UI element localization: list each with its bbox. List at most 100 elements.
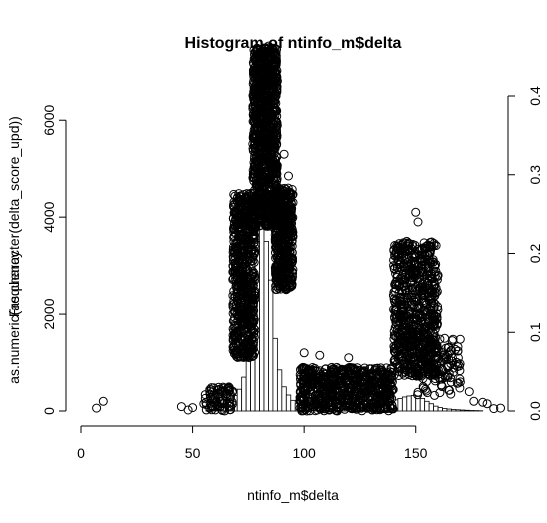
- scatter-point-3895: [225, 405, 235, 415]
- scatter-point-658: [230, 263, 240, 273]
- scatter-point-3919: [449, 367, 459, 377]
- scatter-point-2874: [305, 366, 315, 376]
- scatter-point-1641: [253, 147, 263, 156]
- scatter-point-667: [237, 306, 247, 316]
- scatter-point-3916: [433, 270, 443, 280]
- scatter-point-2223: [275, 186, 285, 196]
- scatter-point-3790: [436, 363, 446, 373]
- scatter-point-3885: [228, 386, 238, 396]
- scatter-point-1668: [266, 179, 276, 189]
- scatter-point-1592: [249, 54, 259, 64]
- scatter-point-3888: [218, 396, 228, 406]
- scatter-point-2890: [315, 382, 325, 392]
- scatter-point-3629: [397, 313, 407, 323]
- scatter-point-2241: [284, 276, 294, 286]
- scatter-point-2931: [303, 397, 313, 407]
- y-tick-label-2: 4000: [41, 201, 57, 232]
- scatter-point-2212: [271, 261, 281, 271]
- scatter-point-2898: [339, 383, 349, 392]
- scatter-point-3923: [478, 397, 488, 407]
- histogram-bar-49: [424, 400, 430, 412]
- scatter-point-696: [243, 243, 253, 253]
- scatter-point-3913: [411, 207, 421, 217]
- scatter-point-3661: [422, 278, 432, 288]
- histogram-bar-7: [236, 388, 243, 412]
- scatter-point-3899: [210, 393, 220, 403]
- scatter-point-3918: [444, 348, 454, 358]
- scatter-point-2928: [339, 374, 349, 384]
- scatter-point-3521: [429, 277, 439, 287]
- scatter-point-2838: [295, 387, 305, 397]
- y2-tick-label-1: 0.1: [527, 322, 543, 342]
- scatter-point-3695: [396, 306, 406, 316]
- scatter-point-3689: [430, 315, 440, 325]
- scatter-point-2948: [388, 404, 397, 414]
- scatter-point-3927: [264, 41, 273, 51]
- scatter-point-2945: [298, 378, 308, 388]
- scatter-point-2248: [282, 188, 292, 198]
- scatter-point-2053: [287, 248, 297, 258]
- scatter-point-1783: [270, 44, 280, 54]
- scatter-point-3887: [209, 390, 218, 400]
- scatter-point-3348: [431, 241, 441, 251]
- scatter-point-2857: [381, 403, 391, 413]
- scatter-point-2935: [326, 363, 336, 373]
- scatter-point-2940: [320, 401, 330, 410]
- scatter-point-3436: [394, 279, 404, 289]
- scatter-point-3803: [434, 354, 444, 364]
- scatter-point-1786: [256, 124, 266, 134]
- scatter-point-697: [239, 277, 249, 287]
- scatter-point-3795: [419, 352, 429, 362]
- scatter-point-639: [232, 273, 242, 283]
- scatter-point-3347: [391, 247, 401, 257]
- scatter-point-1666: [271, 67, 281, 77]
- scatter-point-3583: [397, 239, 407, 249]
- scatter-point-3645: [398, 342, 408, 352]
- scatter-point-644: [234, 225, 244, 235]
- scatter-point-565: [230, 307, 240, 317]
- scatter-point-601: [248, 311, 258, 321]
- scatter-point-3633: [400, 333, 410, 343]
- scatter-point-3743: [453, 342, 463, 352]
- scatter-point-3692: [407, 285, 417, 295]
- scatter-point-1669: [252, 92, 262, 102]
- scatter-point-665: [237, 258, 247, 268]
- scatter-point-3634: [427, 294, 437, 304]
- scatter-point-698: [235, 203, 245, 213]
- scatter-point-3671: [391, 341, 401, 350]
- scatter-point-3774: [449, 363, 459, 373]
- scatter-point-683: [247, 293, 257, 302]
- scatter-point-3914: [413, 217, 423, 227]
- scatter-point-3818: [437, 364, 447, 374]
- scatter-point-1797: [254, 125, 264, 135]
- scatter-point-3905: [214, 384, 224, 394]
- scatter-point-2941: [378, 403, 387, 413]
- scatter-point-672: [230, 215, 240, 225]
- scatter-point-2865: [337, 365, 346, 375]
- scatter-point-3858: [225, 385, 234, 395]
- scatter-point-3509: [429, 281, 439, 291]
- scatter-point-3912: [404, 253, 414, 263]
- scatter-point-1738: [250, 131, 260, 141]
- y-tick-label-3: 6000: [41, 104, 57, 135]
- scatter-point-3915: [424, 251, 434, 261]
- scatter-point-1787: [258, 186, 268, 196]
- scatter-point-2209: [271, 193, 281, 202]
- histogram-bar-13: [263, 240, 269, 412]
- scatter-point-2858: [332, 399, 342, 409]
- x-axis: 0 50 100 150: [77, 425, 428, 461]
- scatter-point-3690: [412, 315, 422, 325]
- scatter-point-685: [244, 313, 254, 323]
- scatter-point-1705: [262, 203, 272, 213]
- scatter-point-1760: [256, 194, 266, 204]
- scatter-point-3815: [422, 388, 432, 398]
- scatter-point-2929: [343, 366, 353, 376]
- scatter-point-676: [244, 343, 254, 353]
- scatter-points: [92, 41, 505, 416]
- scatter-point-3668: [422, 255, 432, 265]
- scatter-point-3884: [201, 405, 211, 415]
- scatter-point-694: [231, 238, 241, 248]
- scatter-point-1775: [261, 148, 271, 158]
- scatter-point-2225: [273, 258, 283, 268]
- scatter-point-1744: [249, 117, 259, 127]
